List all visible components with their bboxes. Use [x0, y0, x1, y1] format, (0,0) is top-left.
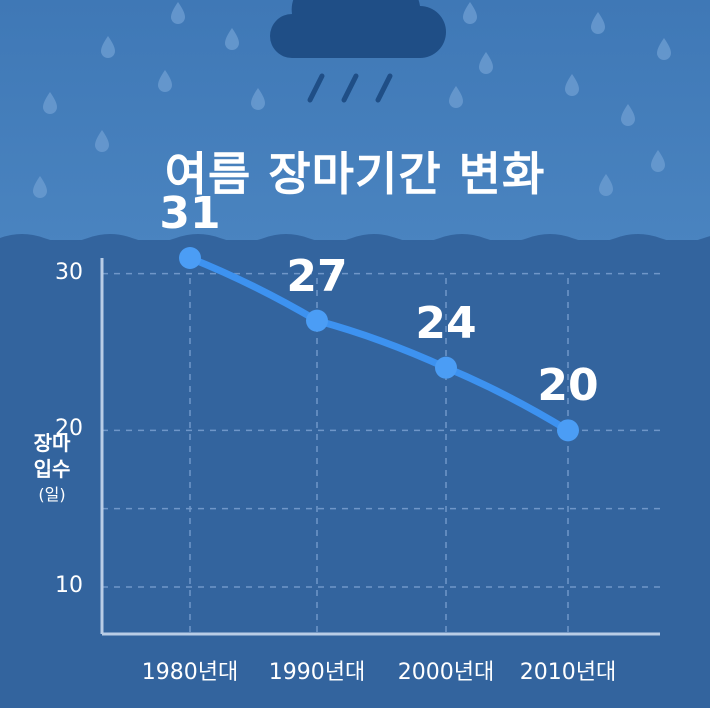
data-label: 20: [537, 360, 599, 412]
data-label: 31: [159, 188, 221, 239]
wave-divider: [0, 234, 710, 260]
data-point: [306, 309, 328, 332]
y-tick-label: 20: [55, 416, 83, 442]
rain-cloud-icon: [270, 0, 446, 103]
grid-lines: [102, 272, 660, 634]
y-axis-label-line1: 장마: [33, 431, 71, 455]
data-point: [435, 356, 457, 379]
y-axis-label-unit: (일): [38, 485, 66, 504]
data-points: [179, 247, 579, 442]
y-tick-label: 30: [55, 259, 83, 285]
x-tick-label: 2000년대: [397, 660, 495, 685]
y-tick-label: 10: [55, 573, 83, 598]
data-point: [557, 419, 579, 442]
y-axis-label-line2: 입수: [33, 457, 71, 481]
x-tick-label: 1990년대: [268, 660, 366, 685]
x-tick-label: 2010년대: [519, 660, 617, 685]
data-point: [179, 247, 201, 269]
data-label: 24: [415, 297, 477, 349]
y-axis-label: 장마 입수 (일): [20, 430, 84, 508]
page-title: 여름 장마기간 변화: [164, 147, 546, 201]
x-tick-label: 1980년대: [141, 660, 239, 685]
raindrop-icon: [33, 2, 671, 198]
data-label: 27: [286, 250, 348, 302]
series-line: [186, 254, 572, 434]
chart-background: [0, 240, 710, 708]
rain-decoration: [0, 0, 710, 260]
